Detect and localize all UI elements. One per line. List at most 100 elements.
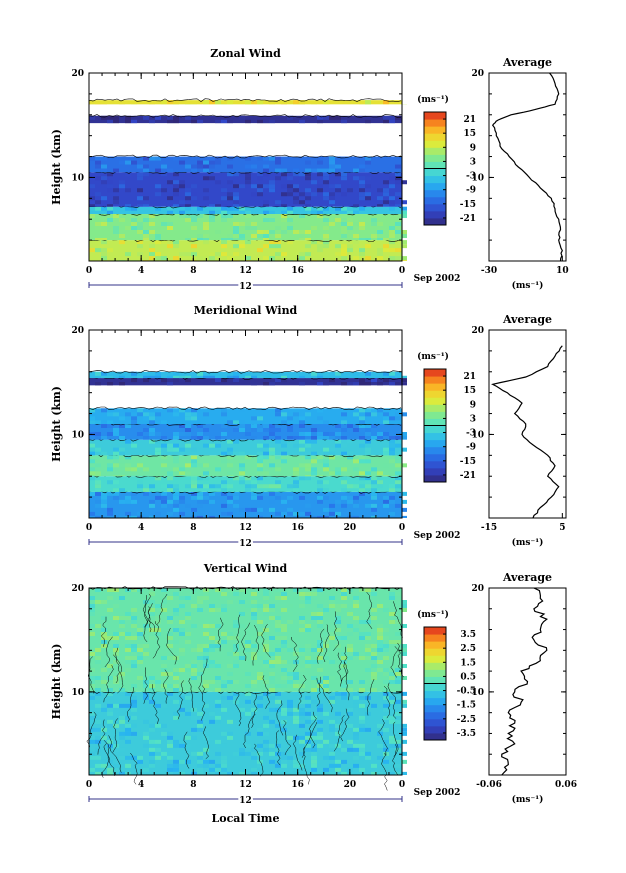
heatmap-cell <box>347 484 353 489</box>
heatmap-cell <box>365 168 371 173</box>
heatmap-cell <box>365 459 371 464</box>
heatmap-cell <box>311 660 317 664</box>
heatmap-cell <box>395 680 401 684</box>
colorbar-tick-label: -2.5 <box>457 715 476 725</box>
heatmap-cell <box>371 499 377 504</box>
heatmap-cell <box>185 214 191 218</box>
heatmap-cell <box>191 447 197 452</box>
heatmap-cell <box>137 164 143 169</box>
heatmap-cell <box>317 488 323 492</box>
heatmap-cell <box>263 218 269 222</box>
heatmap-cell <box>335 432 341 436</box>
heatmap-cell <box>311 596 317 600</box>
heatmap-cell <box>215 443 221 448</box>
heatmap-cell <box>293 763 299 768</box>
heatmap-cell <box>317 719 323 724</box>
heatmap-cell <box>299 100 305 105</box>
heatmap-cell <box>281 412 287 417</box>
heatmap-cell <box>401 447 407 452</box>
heatmap-cell <box>113 480 119 485</box>
heatmap-cell <box>365 244 371 249</box>
heatmap-cell <box>323 244 329 249</box>
heatmap-cell <box>317 515 323 518</box>
heatmap-cell <box>185 218 191 222</box>
heatmap-cell <box>401 214 407 218</box>
x-tick-label: 20 <box>344 780 357 790</box>
heatmap-cell <box>221 684 227 688</box>
heatmap-cell <box>245 172 251 177</box>
heatmap-cell <box>203 684 209 688</box>
heatmap-cell <box>137 240 143 245</box>
colorbar-band <box>424 418 446 426</box>
heatmap-cell <box>335 371 341 376</box>
heatmap-cell <box>401 727 407 732</box>
heatmap-cell <box>365 451 371 456</box>
heatmap-cell <box>341 206 347 211</box>
heatmap-cell <box>389 200 395 205</box>
heatmap-cell <box>335 763 341 768</box>
y-tick-label: 20 <box>71 584 84 594</box>
heatmap-cell <box>113 188 119 193</box>
heatmap-cell <box>155 495 161 500</box>
heatmap-cell <box>269 652 275 656</box>
heatmap-cell <box>269 672 275 676</box>
colorbar-tick-label: 15 <box>463 386 476 396</box>
heatmap-cell <box>191 168 197 173</box>
heatmap-cell <box>149 763 155 768</box>
heatmap-cell <box>179 656 185 660</box>
heatmap-cell <box>119 436 125 440</box>
heatmap-cell <box>341 652 347 656</box>
colorbar-band <box>424 683 446 692</box>
heatmap-cell <box>365 424 371 428</box>
colorbar-band <box>424 446 446 455</box>
heatmap-cell <box>119 735 125 740</box>
heatmap-cell <box>107 688 113 692</box>
heatmap-cell <box>197 432 203 436</box>
heatmap-cell <box>371 424 377 428</box>
heatmap-cell <box>257 230 263 234</box>
heatmap-cell <box>317 640 323 644</box>
heatmap-cell <box>107 204 113 207</box>
heatmap-cell <box>95 703 101 708</box>
heatmap-cell <box>227 463 233 468</box>
heatmap-cell <box>239 771 245 775</box>
heatmap-cell <box>161 684 167 688</box>
heatmap-cell <box>227 731 233 736</box>
heatmap-cell <box>95 503 101 508</box>
heatmap-cell <box>161 499 167 504</box>
heatmap <box>86 586 407 791</box>
heatmap-cell <box>353 596 359 600</box>
heatmap-cell <box>251 192 257 197</box>
heatmap-cell <box>335 743 341 748</box>
heatmap-cell <box>233 206 239 211</box>
heatmap-cell <box>251 616 257 620</box>
heatmap-cell <box>389 695 395 700</box>
heatmap-cell <box>299 628 305 632</box>
heatmap-cell <box>215 484 221 489</box>
heatmap-cell <box>173 495 179 500</box>
heatmap-cell <box>131 608 137 612</box>
heatmap-cell <box>347 711 353 716</box>
heatmap-cell <box>113 723 119 728</box>
heatmap-cell <box>359 703 365 708</box>
heatmap-cell <box>89 715 95 720</box>
heatmap-cell <box>113 616 119 620</box>
heatmap-cell <box>149 608 155 612</box>
heatmap-cell <box>221 432 227 436</box>
heatmap-cell <box>89 727 95 732</box>
heatmap-cell <box>347 210 353 214</box>
heatmap-cell <box>401 375 407 379</box>
heatmap-cell <box>119 747 125 752</box>
heatmap-cell <box>101 240 107 245</box>
heatmap-cell <box>137 432 143 436</box>
heatmap-cell <box>125 204 131 207</box>
heatmap-cell <box>125 463 131 468</box>
heatmap-cell <box>323 238 329 241</box>
heatmap-cell <box>389 230 395 234</box>
heatmap-cell <box>377 484 383 489</box>
heatmap-cell <box>227 256 233 261</box>
heatmap-cell <box>95 436 101 440</box>
heatmap-cell <box>197 119 203 124</box>
heatmap-cell <box>227 447 233 452</box>
heatmap-cell <box>263 184 269 189</box>
